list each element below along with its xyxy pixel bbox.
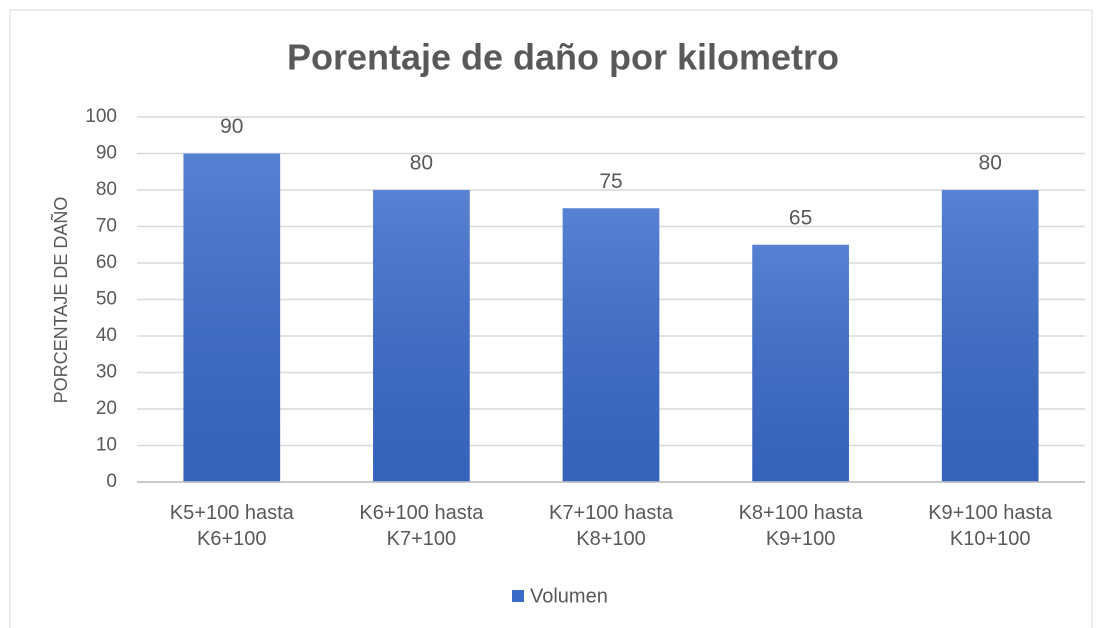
y-tick-label: 0	[106, 471, 117, 492]
legend-label: Volumen	[530, 585, 608, 607]
chart-title: Porentaje de daño por kilometro	[287, 37, 839, 78]
data-label: 80	[410, 152, 433, 175]
x-tick-label: K8+100 hasta K9+100	[738, 502, 863, 550]
y-tick-label: 40	[96, 325, 117, 346]
data-label: 80	[979, 152, 1002, 175]
data-label: 90	[220, 115, 243, 138]
legend-swatch	[512, 590, 524, 602]
bar-shade	[373, 190, 470, 482]
x-tick-label: K5+100 hasta K6+100	[169, 502, 294, 550]
y-tick-label: 90	[96, 143, 117, 164]
y-tick-label: 60	[96, 252, 117, 273]
bar-shade	[562, 208, 660, 482]
x-tick-label: K6+100 hasta K7+100	[359, 502, 484, 550]
y-axis-label: PORCENTAJE DE DAÑO	[50, 197, 71, 404]
y-tick-label: 100	[85, 106, 117, 127]
y-tick-label: 20	[96, 398, 117, 419]
bar-shade	[941, 190, 1039, 482]
y-tick-label: 70	[96, 216, 117, 237]
data-label: 75	[599, 170, 622, 193]
y-tick-label: 10	[96, 435, 117, 456]
x-tick-label: K7+100 hasta K8+100	[549, 502, 673, 550]
y-tick-label: 80	[96, 179, 117, 200]
y-tick-label: 50	[96, 289, 117, 310]
bar-shade	[183, 153, 281, 482]
data-label: 65	[789, 206, 812, 229]
y-tick-label: 30	[96, 362, 117, 383]
x-tick-label: K9+100 hasta K10+100	[928, 502, 1053, 550]
chart-border	[9, 9, 1093, 628]
bar-shade	[752, 244, 849, 482]
